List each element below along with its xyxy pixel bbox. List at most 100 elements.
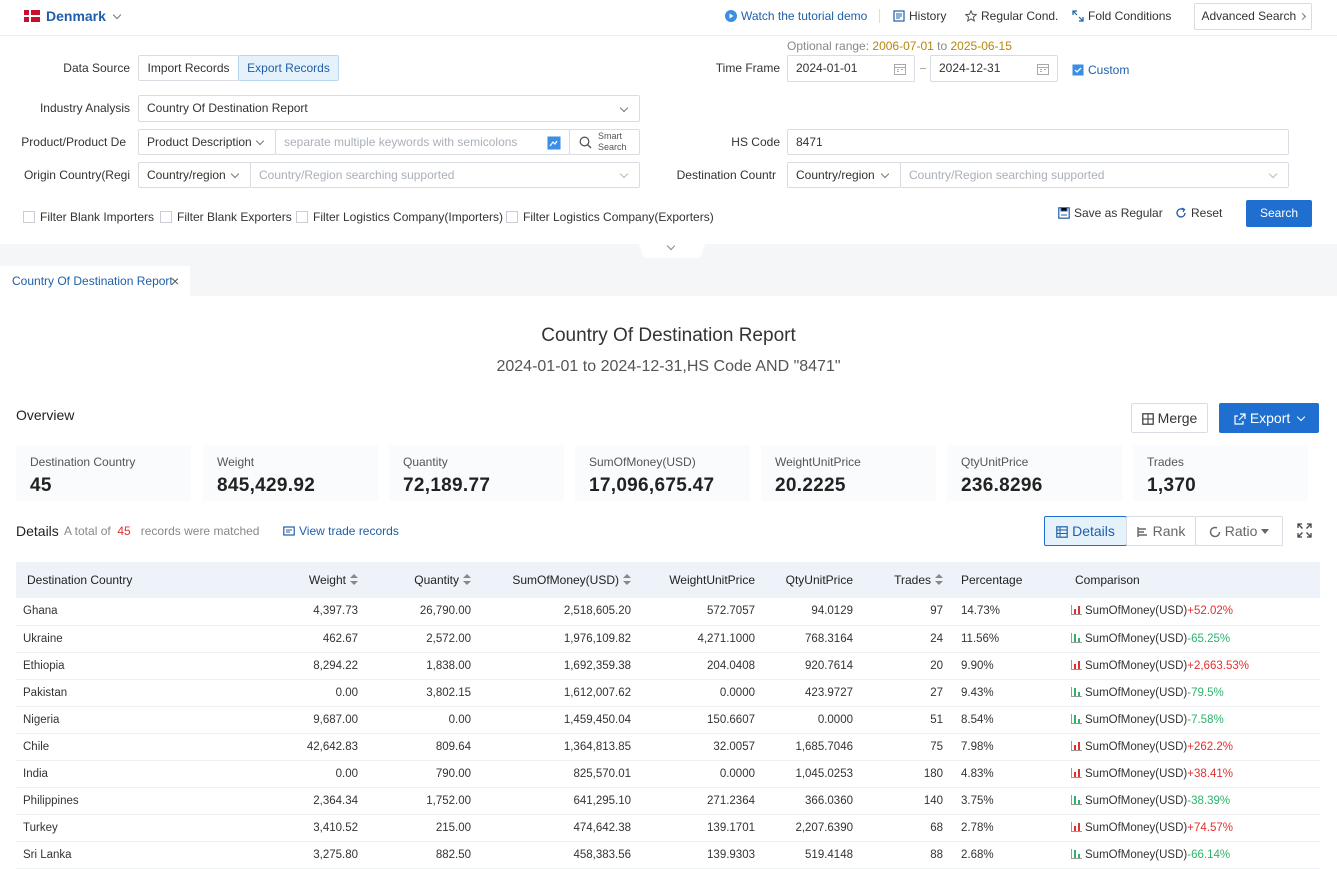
- cell-percentage: 14.73%: [951, 598, 1065, 626]
- filter-logistics-exporters-checkbox[interactable]: Filter Logistics Company(Exporters): [506, 210, 714, 224]
- col-weight[interactable]: Weight: [236, 562, 366, 598]
- col-destination-country[interactable]: Destination Country: [16, 562, 236, 598]
- date-to-value: 2024-12-31: [939, 61, 1001, 75]
- cell-percentage: 9.43%: [951, 679, 1065, 707]
- export-button[interactable]: Export: [1219, 403, 1319, 433]
- country-selector[interactable]: Denmark: [46, 8, 122, 24]
- cell-weight: 3,275.80: [236, 841, 366, 869]
- smart-search-button[interactable]: Smart Search: [569, 129, 640, 155]
- table-row[interactable]: Philippines 2,364.34 1,752.00 641,295.10 271…: [16, 787, 1320, 815]
- reset-button[interactable]: Reset: [1175, 206, 1222, 220]
- cell-percentage: 2.78%: [951, 814, 1065, 842]
- collapse-handle[interactable]: [637, 240, 707, 258]
- cell-weight: 8,294.22: [236, 652, 366, 680]
- ratio-view-button[interactable]: Ratio: [1195, 516, 1283, 546]
- col-trades[interactable]: Trades: [861, 562, 951, 598]
- col-label: WeightUnitPrice: [669, 573, 755, 587]
- table-row[interactable]: Chile 42,642.83 809.64 1,364,813.85 32.0057 1…: [16, 733, 1320, 761]
- col-sum-of-money[interactable]: SumOfMoney(USD): [479, 562, 639, 598]
- import-records-button[interactable]: Import Records: [138, 55, 239, 81]
- kpi-label: WeightUnitPrice: [775, 455, 861, 469]
- cell-money: 1,976,109.82: [479, 625, 639, 653]
- history-label: History: [909, 9, 947, 23]
- table-row[interactable]: Sri Lanka 3,275.80 882.50 458,383.56 139.930…: [16, 841, 1320, 869]
- hs-code-value: 8471: [796, 135, 823, 149]
- kpi-card: Destination Country 45: [16, 445, 191, 501]
- dest-type-select[interactable]: Country/region: [787, 162, 901, 188]
- advanced-search-button[interactable]: Advanced Search: [1194, 3, 1312, 30]
- cell-comparison: SumOfMoney(USD)-79.5%: [1065, 679, 1320, 707]
- sort-icon[interactable]: [935, 574, 943, 586]
- match-summary: A total of 45 records were matched: [64, 524, 259, 538]
- checkbox-icon: [160, 211, 172, 223]
- cell-comparison: SumOfMoney(USD)+74.57%: [1065, 814, 1320, 842]
- table-row[interactable]: Ethiopia 8,294.22 1,838.00 1,692,359.38 204.…: [16, 652, 1320, 680]
- table-row[interactable]: Pakistan 0.00 3,802.15 1,612,007.62 0.0000 42…: [16, 679, 1320, 707]
- filter-blank-importers-checkbox[interactable]: Filter Blank Importers: [23, 210, 154, 224]
- kpi-label: Weight: [217, 455, 255, 469]
- filter-logistics-importers-checkbox[interactable]: Filter Logistics Company(Importers): [296, 210, 503, 224]
- industry-select[interactable]: Country Of Destination Report: [138, 95, 640, 122]
- save-regular-button[interactable]: Save as Regular: [1058, 206, 1163, 220]
- save-icon: [1058, 207, 1070, 219]
- date-separator: [920, 68, 926, 69]
- overview-title: Overview: [16, 407, 75, 423]
- product-label: Product/Product De: [21, 135, 126, 149]
- cell-qty-unit-price: 768.3164: [763, 625, 861, 653]
- fold-icon: [1072, 10, 1084, 22]
- save-regular-label: Save as Regular: [1074, 206, 1163, 220]
- date-from-input[interactable]: 2024-01-01: [787, 55, 915, 82]
- export-records-button[interactable]: Export Records: [238, 55, 339, 81]
- table-row[interactable]: India 0.00 790.00 825,570.01 0.0000 1,045.025…: [16, 760, 1320, 788]
- origin-type-select[interactable]: Country/region: [138, 162, 251, 188]
- chevron-down-icon: [619, 169, 629, 179]
- cell-money: 2,518,605.20: [479, 598, 639, 626]
- tab-country-of-destination-report[interactable]: Country Of Destination Report ×: [0, 266, 190, 296]
- history-link[interactable]: History: [893, 9, 946, 23]
- filter-blank-exporters-label: Filter Blank Exporters: [177, 210, 292, 224]
- keywords-input[interactable]: separate multiple keywords with semicolo…: [275, 129, 570, 155]
- cell-percentage: 3.75%: [951, 787, 1065, 815]
- rank-view-button[interactable]: Rank: [1126, 516, 1196, 546]
- table-row[interactable]: Nigeria 9,687.00 0.00 1,459,450.04 150.6607 0…: [16, 706, 1320, 734]
- hs-code-input[interactable]: 8471: [787, 129, 1289, 155]
- filter-blank-exporters-checkbox[interactable]: Filter Blank Exporters: [160, 210, 292, 224]
- sort-icon[interactable]: [350, 574, 358, 586]
- merge-button[interactable]: Merge: [1131, 403, 1208, 433]
- view-trade-records-link[interactable]: View trade records: [283, 524, 399, 538]
- sort-icon[interactable]: [463, 574, 471, 586]
- cell-money: 474,642.38: [479, 814, 639, 842]
- regular-cond-link[interactable]: Regular Cond.: [965, 9, 1058, 23]
- tutorial-link[interactable]: Watch the tutorial demo: [725, 9, 867, 23]
- comparison-label: SumOfMoney(USD): [1085, 767, 1188, 780]
- trend-down-icon: [1071, 713, 1082, 724]
- ratio-view-label: Ratio: [1224, 523, 1258, 539]
- search-button[interactable]: Search: [1246, 200, 1312, 227]
- optional-range-label: Optional range: [787, 39, 866, 53]
- details-view-button[interactable]: Details: [1044, 516, 1127, 546]
- table-row[interactable]: Ukraine 462.67 2,572.00 1,976,109.82 4,271.1…: [16, 625, 1320, 653]
- product-type-select[interactable]: Product Description: [138, 129, 276, 155]
- cell-country: Ghana: [16, 598, 236, 626]
- image-search-icon[interactable]: [547, 136, 561, 150]
- custom-link[interactable]: Custom: [1072, 63, 1129, 77]
- comparison-value: +262.2%: [1187, 740, 1233, 753]
- col-label: Quantity: [414, 573, 459, 587]
- origin-country-input[interactable]: Country/Region searching supported: [250, 162, 640, 188]
- ratio-icon: [1209, 526, 1220, 538]
- fold-conditions-link[interactable]: Fold Conditions: [1072, 9, 1171, 23]
- close-icon[interactable]: ×: [171, 273, 180, 289]
- destination-country-input[interactable]: Country/Region searching supported: [900, 162, 1289, 188]
- denmark-flag-icon: [24, 10, 40, 22]
- comparison-value: -79.5%: [1187, 686, 1224, 699]
- cell-comparison: SumOfMoney(USD)-7.58%: [1065, 706, 1320, 734]
- comparison-value: +74.57%: [1187, 821, 1233, 834]
- cell-weight-unit-price: 150.6607: [639, 706, 763, 734]
- table-row[interactable]: Turkey 3,410.52 215.00 474,642.38 139.1701 2,…: [16, 814, 1320, 842]
- table-row[interactable]: Ghana 4,397.73 26,790.00 2,518,605.20 572.70…: [16, 598, 1320, 626]
- fullscreen-icon[interactable]: [1297, 523, 1312, 538]
- date-to-input[interactable]: 2024-12-31: [930, 55, 1058, 82]
- custom-icon: [1072, 64, 1084, 76]
- col-quantity[interactable]: Quantity: [366, 562, 479, 598]
- sort-icon[interactable]: [623, 574, 631, 586]
